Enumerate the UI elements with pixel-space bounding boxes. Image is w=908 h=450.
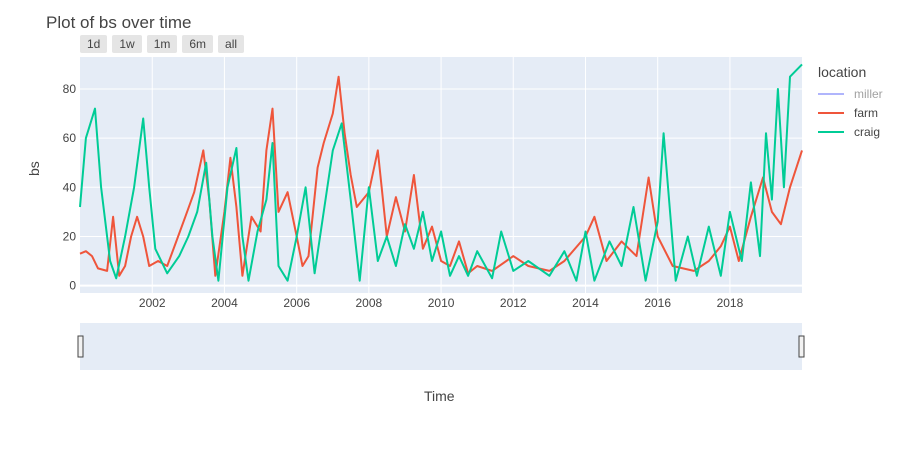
x-tick-label: 2010 (428, 296, 455, 310)
chart-title: Plot of bs over time (46, 13, 192, 32)
range-button-all[interactable]: all (218, 35, 245, 53)
grid-lines (80, 57, 802, 293)
range-button-1m[interactable]: 1m (146, 35, 178, 53)
y-tick-label: 0 (69, 279, 76, 293)
range-slider-handle-left[interactable] (77, 335, 84, 358)
y-axis-label: bs (26, 161, 42, 176)
x-tick-labels: 2002 2004 2006 2008 2010 2012 2014 2016 2018 (139, 296, 744, 310)
legend-item-craig[interactable]: craig (818, 122, 883, 141)
range-button-1w[interactable]: 1w (112, 35, 142, 53)
legend-swatch (818, 92, 844, 95)
legend-label: miller (854, 86, 883, 101)
legend: location miller farm craig (818, 64, 883, 141)
range-button-1d[interactable]: 1d (80, 35, 108, 53)
x-tick-label: 2012 (500, 296, 527, 310)
series-lines[interactable] (79, 63, 803, 282)
range-button-6m[interactable]: 6m (182, 35, 214, 53)
x-tick-label: 2014 (572, 296, 599, 310)
x-tick-label: 2004 (211, 296, 238, 310)
x-tick-label: 2002 (139, 296, 166, 310)
legend-swatch (818, 130, 844, 133)
legend-item-farm[interactable]: farm (818, 103, 883, 122)
legend-label: craig (854, 124, 881, 139)
y-tick-labels: 0 20 40 60 80 (63, 82, 77, 293)
range-slider-handle-right[interactable] (798, 335, 805, 358)
x-tick-label: 2008 (355, 296, 382, 310)
range-slider[interactable] (77, 323, 805, 370)
range-selector: 1d 1w 1m 6m all (80, 35, 245, 53)
y-tick-label: 80 (63, 82, 77, 96)
series-line-craig[interactable] (79, 63, 803, 282)
range-slider-track[interactable] (80, 323, 802, 370)
y-tick-label: 20 (63, 229, 77, 243)
legend-title: location (818, 64, 867, 80)
y-tick-label: 40 (63, 180, 77, 194)
series-line-farm[interactable] (79, 75, 803, 277)
x-axis-label: Time (424, 388, 455, 404)
x-tick-label: 2018 (717, 296, 744, 310)
legend-items: miller farm craig (818, 84, 883, 141)
legend-label: farm (854, 105, 878, 120)
legend-swatch (818, 111, 844, 114)
x-tick-label: 2016 (644, 296, 671, 310)
y-tick-label: 60 (63, 131, 77, 145)
legend-item-miller[interactable]: miller (818, 84, 883, 103)
x-tick-label: 2006 (283, 296, 310, 310)
